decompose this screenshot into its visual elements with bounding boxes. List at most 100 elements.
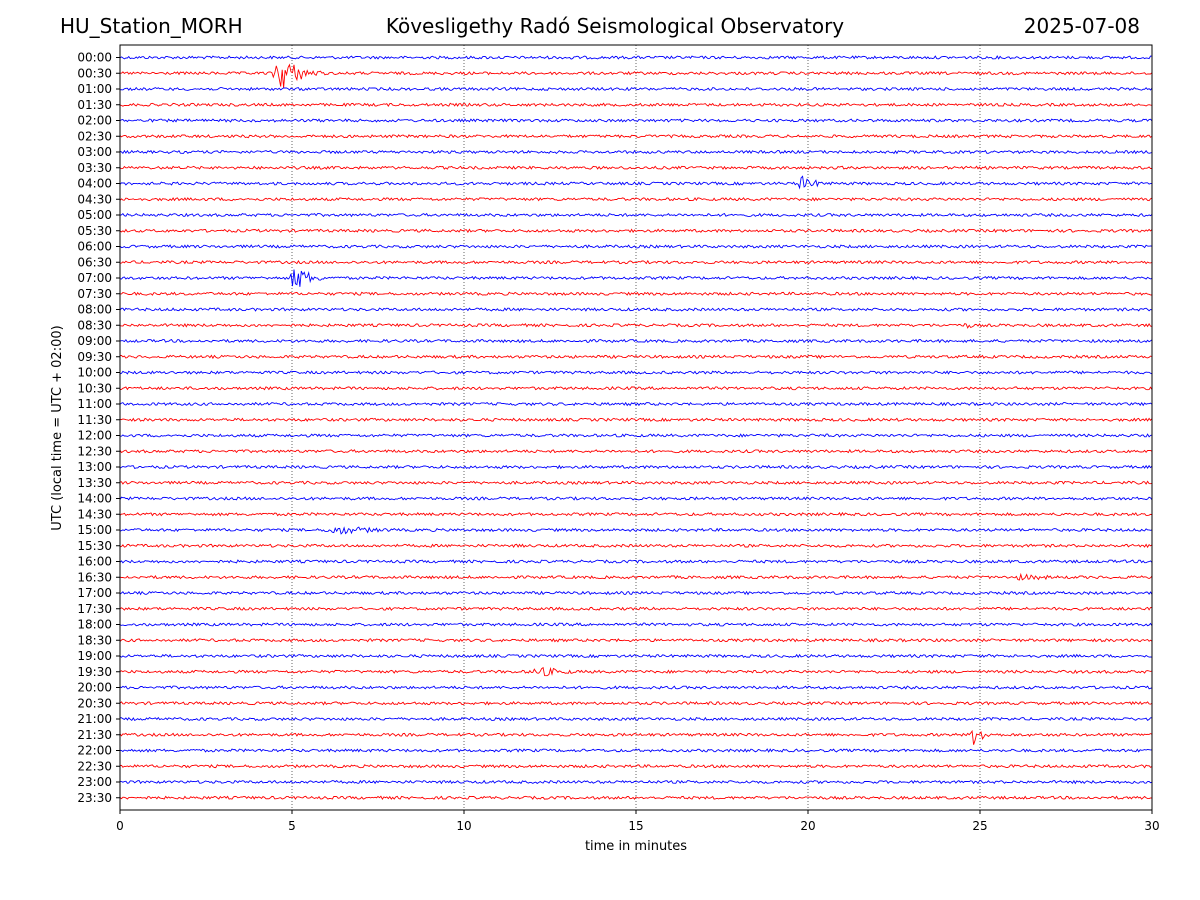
y-tick-label: 12:30 xyxy=(77,444,112,458)
trace-2100 xyxy=(119,716,1152,722)
trace-2300 xyxy=(120,779,1153,785)
y-tick-label: 09:00 xyxy=(77,334,112,348)
x-tick-label: 0 xyxy=(116,819,124,833)
trace-0500 xyxy=(119,212,1153,218)
trace-1230 xyxy=(119,448,1153,454)
trace-0200 xyxy=(119,118,1153,123)
y-tick-label: 21:30 xyxy=(77,728,112,742)
y-tick-label: 11:30 xyxy=(77,413,112,427)
y-tick-label: 16:00 xyxy=(77,555,112,569)
y-tick-label: 15:30 xyxy=(77,539,112,553)
y-tick-label: 06:30 xyxy=(77,255,112,269)
y-tick-label: 18:30 xyxy=(77,633,112,647)
y-tick-label: 14:30 xyxy=(77,507,112,521)
trace-2330 xyxy=(119,795,1153,800)
y-tick-label: 02:30 xyxy=(77,129,112,143)
trace-2000 xyxy=(119,685,1153,690)
station-name: HU_Station_MORH xyxy=(60,14,243,38)
x-tick-label: 10 xyxy=(456,819,471,833)
y-tick-label: 19:30 xyxy=(77,665,112,679)
trace-1300 xyxy=(119,464,1153,470)
trace-1800 xyxy=(119,622,1153,627)
chart-title: Kövesligethy Radó Seismological Observat… xyxy=(385,14,845,38)
trace-0730 xyxy=(120,291,1153,296)
y-tick-label: 08:00 xyxy=(77,303,112,317)
y-tick-label: 21:00 xyxy=(77,712,112,726)
trace-1430 xyxy=(119,511,1153,517)
trace-2030 xyxy=(119,700,1153,706)
y-tick-label: 00:30 xyxy=(77,66,112,80)
trace-1600 xyxy=(119,559,1153,564)
y-tick-label: 20:30 xyxy=(77,696,112,710)
trace-2230 xyxy=(119,763,1153,769)
y-tick-label: 23:30 xyxy=(77,791,112,805)
y-tick-label: 05:30 xyxy=(77,224,112,238)
trace-0000 xyxy=(119,55,1152,60)
trace-1900 xyxy=(119,653,1153,659)
trace-0800 xyxy=(119,307,1153,312)
trace-0100 xyxy=(119,86,1153,92)
trace-0600 xyxy=(119,244,1153,249)
trace-1000 xyxy=(119,370,1153,375)
trace-1330 xyxy=(119,480,1153,485)
chart-date: 2025-07-08 xyxy=(1023,14,1140,38)
y-tick-label: 04:30 xyxy=(77,192,112,206)
y-tick-label: 20:00 xyxy=(77,681,112,695)
y-tick-label: 18:00 xyxy=(77,618,112,632)
y-tick-label: 11:00 xyxy=(77,397,112,411)
y-tick-label: 13:00 xyxy=(77,460,112,474)
y-tick-label: 06:00 xyxy=(77,240,112,254)
y-axis-label: UTC (local time = UTC + 02:00) xyxy=(50,325,65,530)
trace-2200 xyxy=(119,748,1152,753)
trace-0130 xyxy=(119,102,1153,108)
x-tick-label: 15 xyxy=(628,819,643,833)
trace-0430 xyxy=(119,196,1153,202)
trace-1700 xyxy=(119,590,1153,596)
x-axis: 0 5 10 15 20 25 30 xyxy=(116,810,1160,833)
trace-0530 xyxy=(119,228,1153,234)
trace-1530 xyxy=(119,543,1153,549)
trace-0230 xyxy=(119,133,1153,139)
y-tick-label: 22:00 xyxy=(77,744,112,758)
trace-0630 xyxy=(119,259,1153,265)
y-tick-label: 10:30 xyxy=(77,381,112,395)
y-tick-label: 00:00 xyxy=(77,51,112,65)
x-axis-label: time in minutes xyxy=(585,839,687,854)
y-tick-label: 19:00 xyxy=(77,649,112,663)
trace-0030 xyxy=(120,63,1153,89)
y-tick-label: 22:30 xyxy=(77,759,112,773)
y-tick-label: 08:30 xyxy=(77,318,112,332)
trace-1500 xyxy=(119,526,1153,535)
y-tick-label: 14:00 xyxy=(77,492,112,506)
trace-1630 xyxy=(119,572,1153,581)
trace-1100 xyxy=(119,401,1153,407)
y-tick-label: 03:00 xyxy=(77,145,112,159)
trace-1730 xyxy=(119,606,1153,611)
trace-0330 xyxy=(119,165,1152,170)
x-tick-label: 25 xyxy=(972,819,987,833)
y-tick-label: 04:00 xyxy=(77,177,112,191)
y-tick-label: 03:30 xyxy=(77,161,112,175)
trace-1030 xyxy=(119,386,1153,391)
y-tick-label: 07:00 xyxy=(77,271,112,285)
trace-1830 xyxy=(119,637,1153,643)
y-tick-label: 02:00 xyxy=(77,114,112,128)
trace-1200 xyxy=(120,433,1153,438)
trace-0830 xyxy=(119,322,1153,329)
y-tick-label: 17:00 xyxy=(77,586,112,600)
y-tick-label: 12:00 xyxy=(77,429,112,443)
trace-0900 xyxy=(119,338,1153,344)
trace-0700 xyxy=(119,269,1153,287)
gridlines xyxy=(291,45,981,810)
x-tick-label: 20 xyxy=(800,819,815,833)
trace-0930 xyxy=(119,354,1153,360)
y-tick-label: 09:30 xyxy=(77,350,112,364)
trace-1930 xyxy=(119,666,1153,677)
x-tick-label: 30 xyxy=(1144,819,1159,833)
x-tick-label: 5 xyxy=(288,819,296,833)
y-tick-label: 17:30 xyxy=(77,602,112,616)
trace-0400 xyxy=(119,175,1153,190)
y-tick-label: 23:00 xyxy=(77,775,112,789)
